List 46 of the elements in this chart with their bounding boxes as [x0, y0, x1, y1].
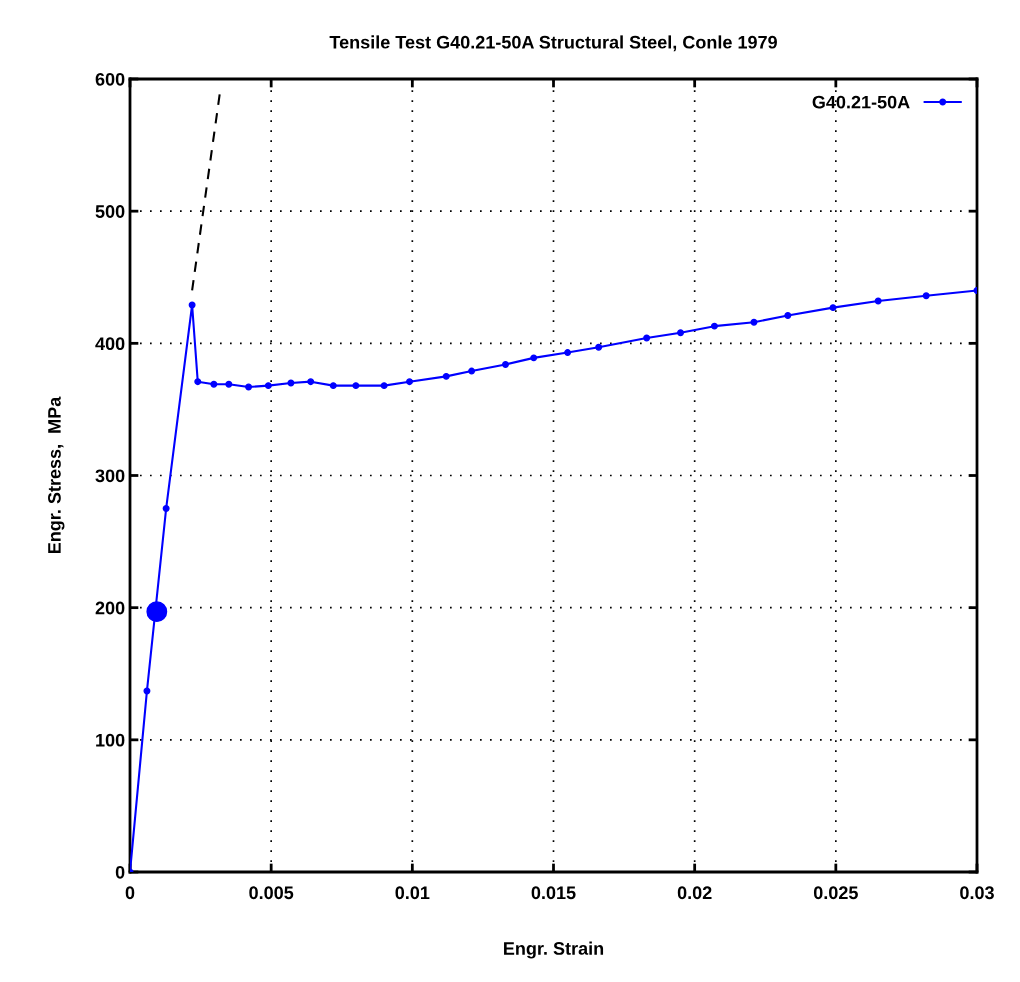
x-tick-label: 0.015	[531, 886, 576, 900]
point	[750, 318, 758, 326]
x-tick-label: 0.03	[960, 886, 994, 900]
x-tick-label: 0	[125, 886, 135, 900]
y-tick-label: 600	[95, 72, 125, 86]
chart-title: Tensile Test G40.21-50A Structural Steel, Conle 1979	[329, 35, 777, 52]
point	[595, 343, 603, 351]
point	[210, 380, 218, 388]
point	[162, 505, 170, 513]
point	[329, 382, 337, 390]
y-tick-label: 200	[95, 601, 125, 615]
point	[194, 378, 202, 386]
point	[380, 382, 388, 390]
point	[468, 367, 476, 375]
x-tick-label: 0.01	[395, 886, 430, 900]
y-tick-label: 300	[95, 469, 125, 483]
point	[245, 383, 253, 391]
point	[710, 322, 718, 330]
point	[307, 378, 315, 386]
y-tick-label: 100	[96, 733, 125, 747]
x-tick-label: 0.02	[677, 886, 712, 900]
point	[677, 329, 685, 337]
point	[643, 334, 651, 342]
x-axis-title: Engr. Strain	[504, 941, 604, 959]
y-axis-title: Engr. Stress, MPa	[48, 396, 65, 554]
point	[143, 687, 151, 695]
point	[530, 354, 538, 362]
point	[829, 304, 837, 312]
point	[784, 312, 792, 320]
point	[264, 382, 272, 390]
point	[502, 361, 509, 368]
y-tick-label: 400	[95, 337, 125, 351]
x-tick-label: 0.005	[249, 886, 294, 900]
point	[874, 297, 882, 305]
point	[225, 380, 233, 388]
point	[922, 292, 930, 300]
point	[146, 601, 168, 623]
point	[287, 379, 295, 387]
point	[352, 382, 360, 390]
x-tick-label: 0.025	[813, 886, 858, 900]
point	[442, 372, 450, 380]
legend-label: G40.21-50A	[812, 95, 910, 109]
y-tick-label: 0	[115, 865, 125, 879]
y-tick-label: 500	[95, 205, 125, 218]
point	[406, 378, 413, 386]
point	[564, 349, 572, 357]
